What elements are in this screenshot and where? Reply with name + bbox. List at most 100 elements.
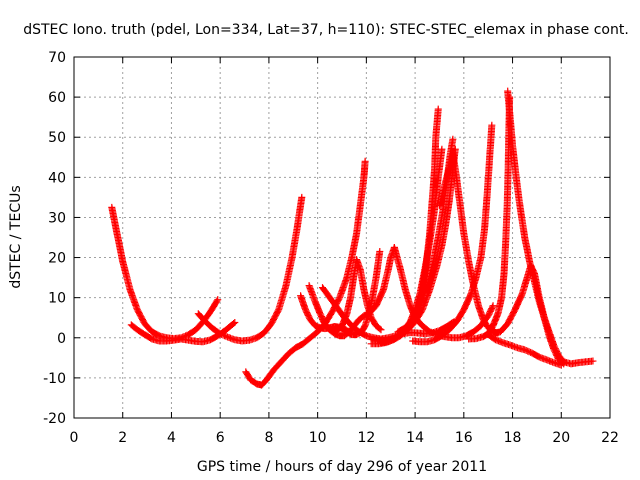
data-point-markers bbox=[379, 267, 392, 294]
data-point-marker bbox=[231, 319, 239, 327]
data-point-markers bbox=[260, 321, 274, 337]
data-point-markers bbox=[535, 294, 548, 320]
data-point-markers bbox=[299, 335, 313, 348]
data-point-markers bbox=[426, 263, 441, 294]
data-point-markers bbox=[221, 320, 238, 335]
x-tick-label: 16 bbox=[455, 430, 473, 446]
data-point-markers bbox=[426, 207, 438, 245]
data-point-markers bbox=[500, 239, 510, 278]
data-point-markers bbox=[354, 328, 365, 338]
data-point-marker bbox=[434, 105, 442, 113]
y-tick-label: -10 bbox=[43, 371, 66, 387]
data-point-markers bbox=[277, 351, 291, 366]
x-tick-label: 18 bbox=[504, 430, 522, 446]
y-axis-label: dSTEC / TECUs bbox=[8, 185, 24, 288]
data-point-markers bbox=[484, 331, 498, 343]
data-point-markers bbox=[505, 95, 514, 133]
y-tick-label: 0 bbox=[57, 331, 66, 347]
data-point-markers bbox=[384, 255, 394, 274]
data-point-markers bbox=[194, 310, 208, 325]
data-point-markers bbox=[326, 294, 340, 310]
data-point-markers bbox=[401, 317, 416, 332]
data-series bbox=[367, 145, 459, 348]
x-tick-label: 0 bbox=[70, 430, 79, 446]
x-tick-label: 6 bbox=[216, 430, 225, 446]
data-point-markers bbox=[409, 303, 423, 324]
data-markers bbox=[108, 87, 597, 389]
data-point-markers bbox=[302, 306, 314, 322]
data-point-marker bbox=[214, 296, 222, 304]
y-tick-label: 60 bbox=[48, 90, 66, 106]
data-point-markers bbox=[372, 287, 387, 310]
data-point-markers bbox=[192, 319, 206, 334]
data-point-marker bbox=[488, 121, 496, 129]
data-point-markers bbox=[481, 195, 491, 233]
data-point-markers bbox=[516, 201, 528, 240]
data-point-marker bbox=[377, 326, 385, 334]
data-point-markers bbox=[306, 329, 320, 342]
data-series bbox=[194, 193, 306, 345]
data-point-markers bbox=[247, 376, 259, 387]
data-point-markers bbox=[372, 248, 384, 280]
data-point-markers bbox=[133, 326, 147, 338]
data-point-markers bbox=[305, 282, 319, 304]
data-point-markers bbox=[336, 275, 350, 302]
data-point-markers bbox=[288, 227, 301, 262]
data-point-markers bbox=[477, 227, 488, 262]
data-point-marker bbox=[449, 135, 457, 143]
data-point-markers bbox=[348, 231, 360, 262]
data-point-markers bbox=[133, 306, 148, 326]
data-point-markers bbox=[343, 255, 355, 282]
data-point-markers bbox=[467, 275, 480, 298]
data-point-markers bbox=[460, 291, 474, 314]
data-point-markers bbox=[202, 318, 216, 332]
data-series bbox=[127, 319, 239, 346]
chart-title: dSTEC Iono. truth (pdel, Lon=334, Lat=37… bbox=[23, 22, 629, 38]
data-series bbox=[242, 157, 369, 389]
data-series bbox=[484, 331, 565, 369]
data-point-markers bbox=[521, 234, 533, 264]
data-point-markers bbox=[267, 307, 282, 328]
y-tick-label: 20 bbox=[48, 251, 66, 267]
data-point-markers bbox=[275, 283, 289, 314]
data-point-markers bbox=[472, 255, 484, 282]
y-tick-label: 30 bbox=[48, 210, 66, 226]
data-point-markers bbox=[445, 319, 459, 334]
data-point-markers bbox=[545, 332, 557, 352]
data-point-markers bbox=[456, 201, 468, 236]
data-point-markers bbox=[216, 330, 230, 340]
data-point-markers bbox=[209, 325, 223, 337]
data-series bbox=[338, 248, 384, 339]
data-point-markers bbox=[397, 266, 409, 292]
data-point-marker bbox=[361, 157, 369, 165]
data-point-markers bbox=[339, 323, 351, 336]
data-point-markers bbox=[445, 167, 457, 205]
data-point-markers bbox=[494, 295, 505, 318]
data-point-markers bbox=[540, 314, 553, 338]
data-point-markers bbox=[333, 304, 347, 320]
data-point-markers bbox=[141, 331, 155, 342]
data-point-markers bbox=[293, 195, 306, 233]
data-point-markers bbox=[509, 141, 520, 180]
data-point-marker bbox=[506, 93, 514, 101]
data-point-markers bbox=[397, 327, 411, 340]
x-tick-label: 8 bbox=[264, 430, 273, 446]
data-point-markers bbox=[416, 283, 431, 310]
data-point-markers bbox=[484, 303, 496, 320]
data-point-markers bbox=[292, 341, 306, 352]
x-tick-label: 12 bbox=[357, 430, 375, 446]
data-point-markers bbox=[258, 377, 269, 389]
x-tick-label: 4 bbox=[167, 430, 176, 446]
data-point-markers bbox=[253, 330, 267, 342]
y-tick-label: 10 bbox=[48, 291, 66, 307]
x-tick-label: 20 bbox=[552, 430, 570, 446]
data-point-markers bbox=[263, 367, 277, 384]
data-point-markers bbox=[474, 302, 487, 322]
data-series bbox=[487, 262, 568, 368]
data-point-markers bbox=[423, 259, 437, 290]
data-point-markers bbox=[270, 359, 284, 374]
data-point-markers bbox=[404, 319, 418, 334]
y-tick-label: 50 bbox=[48, 130, 66, 146]
data-point-markers bbox=[355, 313, 367, 324]
data-point-markers bbox=[433, 243, 445, 270]
